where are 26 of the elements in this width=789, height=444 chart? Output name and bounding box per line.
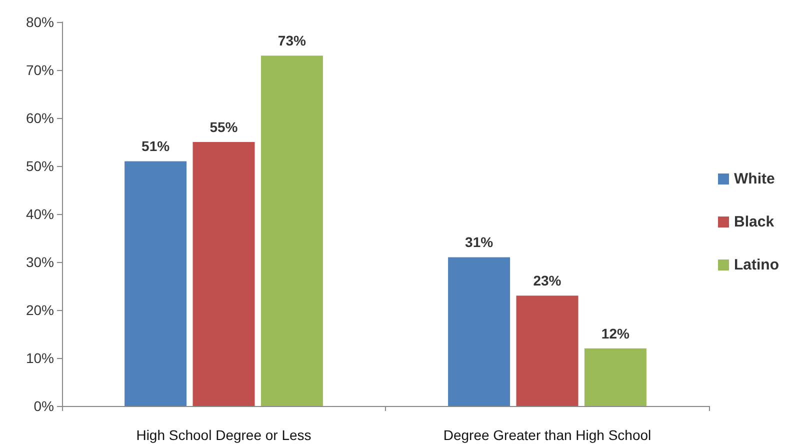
y-tick-label: 70% [26, 62, 54, 78]
data-label: 31% [465, 234, 494, 250]
y-tick-label: 80% [26, 14, 54, 30]
legend-label: Latino [734, 256, 780, 274]
bar [260, 56, 323, 406]
y-tick-label: 50% [26, 158, 54, 174]
y-tick-label: 40% [26, 206, 54, 222]
data-label: 12% [601, 325, 630, 342]
bar [584, 348, 646, 406]
y-tick-label: 20% [26, 302, 54, 318]
data-label: 73% [278, 32, 307, 49]
bar [192, 142, 255, 406]
data-label: 23% [533, 272, 562, 289]
x-tick-label: High School Degree or Less [136, 427, 312, 443]
data-label: 51% [142, 138, 170, 154]
bar [448, 257, 510, 406]
data-label: 55% [210, 119, 238, 135]
legend-label: Black [734, 214, 775, 230]
bar [124, 161, 187, 406]
y-tick-label: 0% [34, 398, 54, 414]
bar [516, 296, 578, 406]
y-tick-label: 30% [26, 254, 54, 270]
y-tick-label: 10% [26, 350, 54, 366]
legend-label: White [734, 170, 775, 188]
x-tick-label: Degree Greater than High School [443, 427, 652, 443]
y-tick-label: 60% [26, 110, 54, 126]
